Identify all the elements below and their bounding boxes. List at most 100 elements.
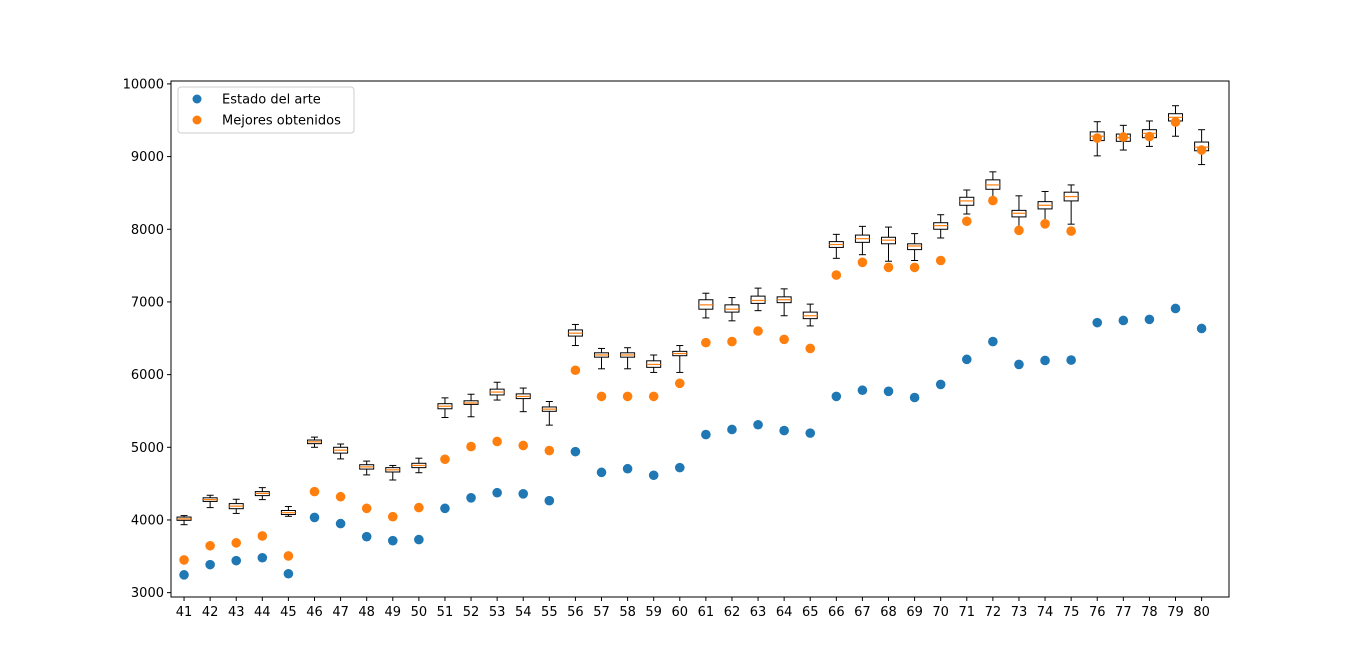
- point-0-74: [1040, 355, 1050, 366]
- x-tick-label: 60: [672, 605, 689, 620]
- point-1-67: [857, 257, 868, 268]
- point-0-53: [492, 487, 502, 498]
- x-tick-label: 67: [854, 605, 871, 620]
- point-0-43: [231, 555, 242, 566]
- box-60: [672, 345, 688, 373]
- x-axis: 41 42 43 44 45 46 47 48 49 50 51 52 53 54 55 56 57 58 59 60…: [176, 597, 1210, 620]
- point-0-70: [935, 379, 946, 390]
- box-58: [620, 347, 636, 370]
- point-0-47: [335, 518, 346, 529]
- point-1-57: [596, 391, 607, 402]
- point-1-59: [648, 391, 659, 402]
- box-65: [802, 303, 818, 327]
- x-tick-label: 62: [724, 605, 741, 620]
- point-1-80: [1196, 145, 1207, 155]
- box-69: [907, 233, 923, 262]
- series-0: [179, 303, 1207, 580]
- box-body: [907, 243, 923, 251]
- legend: Estado del arte Mejores obtenidos: [177, 86, 355, 134]
- x-tick-label: 64: [776, 605, 793, 620]
- point-0-63: [753, 419, 763, 430]
- point-1-50: [414, 502, 424, 513]
- point-0-66: [831, 391, 842, 402]
- point-0-51: [440, 503, 450, 514]
- point-1-45: [283, 551, 294, 561]
- box-body: [724, 304, 740, 313]
- box-68: [881, 226, 897, 262]
- point-0-69: [909, 392, 920, 403]
- x-tick-label: 77: [1115, 605, 1132, 620]
- box-56: [567, 323, 583, 347]
- point-1-79: [1170, 117, 1181, 127]
- point-1-42: [205, 540, 215, 551]
- point-0-64: [779, 425, 789, 436]
- points-layer: [179, 117, 1207, 580]
- point-0-42: [205, 559, 215, 570]
- x-tick-label: 66: [828, 605, 845, 620]
- x-tick-label: 52: [463, 605, 480, 620]
- box-63: [750, 287, 766, 312]
- x-tick-label: 80: [1193, 605, 1210, 620]
- x-tick-label: 42: [202, 605, 219, 620]
- point-0-50: [414, 534, 424, 545]
- x-tick-label: 65: [802, 605, 819, 620]
- box-67: [854, 225, 870, 256]
- x-tick-label: 72: [985, 605, 1002, 620]
- box-75: [1063, 184, 1079, 225]
- box-59: [646, 354, 662, 373]
- point-1-68: [883, 262, 894, 273]
- box-44: [254, 487, 270, 501]
- x-tick-label: 61: [698, 605, 715, 620]
- y-tick-label: 7000: [131, 295, 164, 310]
- box-55: [541, 401, 557, 426]
- point-0-59: [648, 470, 659, 481]
- box-47: [333, 443, 349, 460]
- box-51: [437, 397, 453, 418]
- x-tick-label: 51: [437, 605, 454, 620]
- y-tick-label: 9000: [131, 150, 164, 165]
- box-71: [959, 189, 975, 215]
- point-0-52: [466, 492, 476, 503]
- box-49: [385, 464, 401, 481]
- x-tick-label: 63: [750, 605, 767, 620]
- point-1-70: [935, 255, 946, 266]
- point-0-54: [518, 489, 529, 499]
- point-1-78: [1144, 131, 1155, 142]
- point-1-47: [335, 491, 346, 502]
- x-tick-label: 45: [280, 605, 297, 620]
- box-body: [750, 295, 766, 304]
- box-64: [776, 288, 792, 317]
- point-0-56: [570, 446, 581, 457]
- legend-marker-estado: [192, 94, 202, 104]
- point-1-62: [727, 336, 737, 347]
- box-41: [176, 515, 192, 526]
- point-1-73: [1014, 225, 1024, 236]
- point-0-65: [805, 428, 816, 438]
- x-tick-label: 44: [254, 605, 271, 620]
- point-1-46: [309, 486, 320, 497]
- box-62: [724, 297, 740, 322]
- series-1: [179, 117, 1207, 565]
- point-0-57: [596, 467, 607, 478]
- point-1-53: [492, 436, 502, 447]
- point-0-61: [701, 429, 711, 440]
- point-0-58: [622, 463, 633, 474]
- point-1-75: [1066, 226, 1076, 236]
- point-0-48: [361, 531, 372, 542]
- box-45: [280, 506, 296, 517]
- box-48: [359, 460, 375, 476]
- x-tick-label: 43: [228, 605, 245, 620]
- x-tick-label: 75: [1063, 605, 1080, 620]
- x-tick-label: 48: [358, 605, 375, 620]
- point-1-60: [674, 378, 685, 389]
- point-0-67: [857, 385, 868, 396]
- box-50: [411, 457, 427, 474]
- point-1-69: [909, 262, 920, 273]
- point-0-62: [727, 424, 737, 435]
- point-1-77: [1118, 132, 1129, 142]
- point-0-80: [1196, 323, 1207, 334]
- y-tick-label: 10000: [123, 77, 164, 92]
- point-0-68: [883, 386, 894, 397]
- x-tick-label: 73: [1011, 605, 1028, 620]
